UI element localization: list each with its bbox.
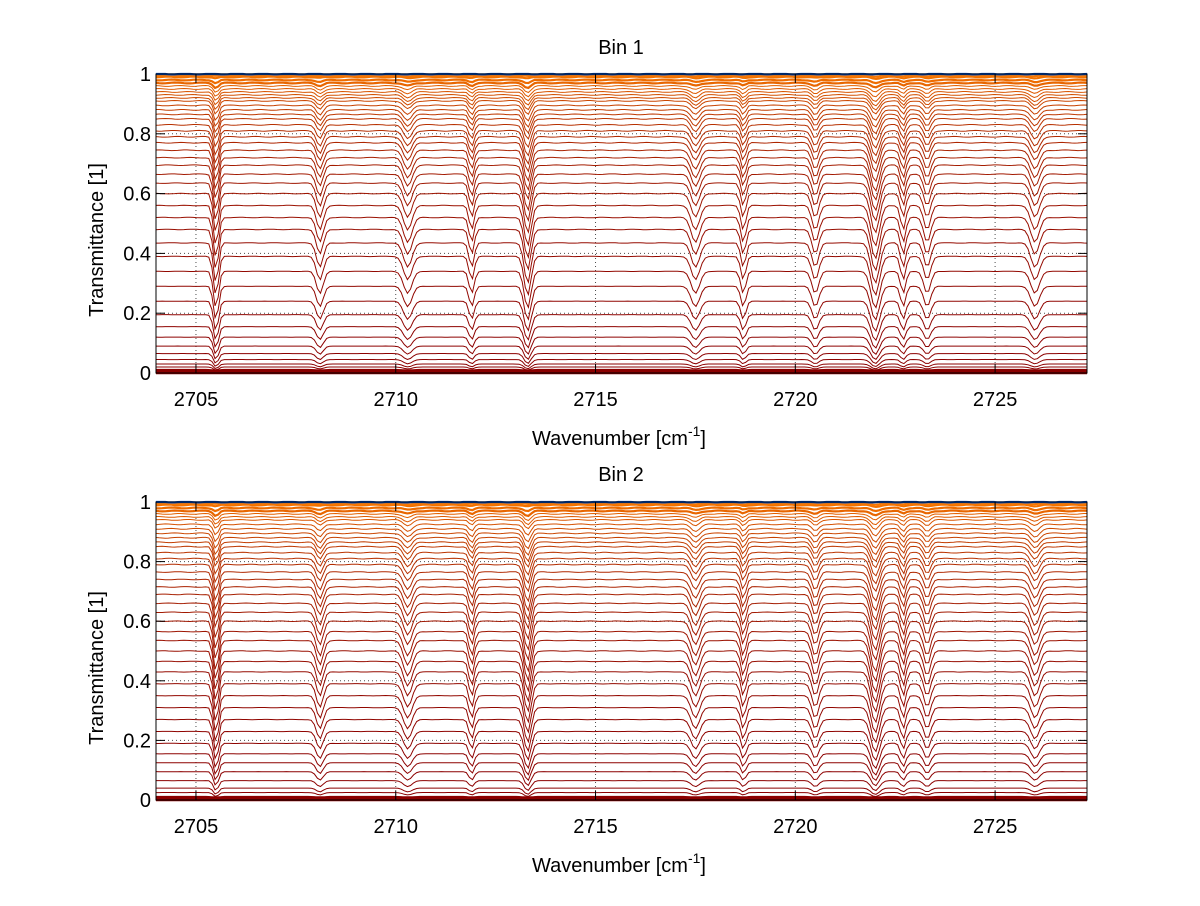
x-axis-label: Wavenumber [cm-1] — [532, 850, 706, 877]
x-axis-label-close: ] — [700, 428, 706, 450]
chart-title: Bin 1 — [598, 37, 644, 59]
y-tick-label: 0.4 — [123, 243, 151, 265]
y-axis-label: Transmittance [1] — [86, 163, 108, 317]
x-axis-label-main: Wavenumber [cm — [532, 428, 688, 450]
x-axis-label-main: Wavenumber [cm — [532, 855, 688, 877]
y-tick-label: 0.4 — [123, 671, 151, 693]
y-tick-label: 0.6 — [123, 184, 151, 206]
x-tick-label: 2725 — [973, 816, 1018, 838]
x-axis-label-sup: -1 — [688, 423, 701, 439]
x-tick-label: 2720 — [773, 816, 818, 838]
x-tick-label: 2720 — [773, 389, 818, 411]
y-tick-label: 0.2 — [123, 730, 151, 752]
x-tick-label: 2710 — [373, 816, 418, 838]
y-tick-label: 0.2 — [123, 303, 151, 325]
x-tick-label: 2710 — [373, 389, 418, 411]
chart-title: Bin 2 — [598, 464, 644, 486]
x-tick-label: 2705 — [174, 389, 219, 411]
y-tick-label: 0 — [140, 363, 151, 385]
x-tick-label: 2705 — [174, 816, 219, 838]
y-tick-label: 1 — [140, 64, 151, 86]
y-tick-label: 0.8 — [123, 124, 151, 146]
x-axis-label-close: ] — [700, 855, 706, 877]
x-axis-label: Wavenumber [cm-1] — [532, 423, 706, 450]
x-tick-label: 2725 — [973, 389, 1018, 411]
x-tick-label: 2715 — [573, 389, 618, 411]
x-tick-label: 2715 — [573, 816, 618, 838]
x-axis-label-sup: -1 — [688, 850, 701, 866]
y-tick-label: 0.6 — [123, 611, 151, 633]
y-tick-label: 1 — [140, 492, 151, 514]
y-axis-label: Transmittance [1] — [86, 591, 108, 745]
plot-area: 2705 2710 2715 2720 2725 0 0.2 0.4 0.6 0.8 1 — [123, 64, 1087, 411]
plot-area: 2705 2710 2715 2720 2725 0 0.2 0.4 0.6 0.8 1 — [123, 492, 1087, 838]
panel-bin-2: Bin 2 Transmittance [1] Wavenumber [cm-1… — [86, 464, 1087, 877]
y-tick-label: 0 — [140, 790, 151, 812]
y-tick-label: 0.8 — [123, 552, 151, 574]
panel-bin-1: Bin 1 Transmittance [1] Wavenumber [cm-1… — [86, 37, 1087, 450]
